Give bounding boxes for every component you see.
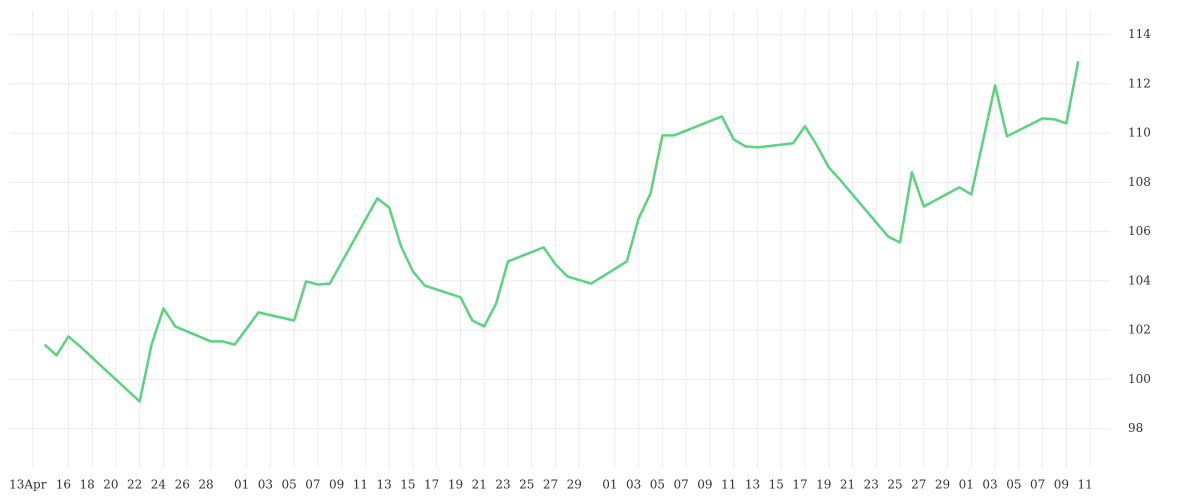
- x-tick-label: 03: [626, 478, 641, 492]
- x-tick-label: 27: [543, 478, 558, 492]
- x-tick-label: 11: [353, 478, 368, 492]
- y-tick-label: 112: [1128, 76, 1151, 90]
- x-tick-label: 09: [697, 478, 712, 492]
- x-tick-label: 29: [935, 478, 950, 492]
- x-tick-label: 05: [650, 478, 665, 492]
- y-tick-label: 98: [1128, 421, 1143, 435]
- x-tick-label: 15: [400, 478, 415, 492]
- x-tick-label: 23: [864, 478, 879, 492]
- x-tick-label: 16: [56, 478, 71, 492]
- x-tick-label: 13: [377, 478, 392, 492]
- x-tick-label: 24: [151, 478, 167, 492]
- x-tick-label: 19: [816, 478, 831, 492]
- x-tick-label: 26: [175, 478, 190, 492]
- y-tick-label: 100: [1128, 372, 1151, 386]
- x-tick-label: 20: [103, 478, 118, 492]
- x-tick-label: 13: [745, 478, 760, 492]
- x-tick-label: 03: [982, 478, 997, 492]
- x-tick-label: 18: [80, 478, 95, 492]
- x-tick-label: 22: [127, 478, 142, 492]
- x-tick-label: 07: [1030, 478, 1045, 492]
- x-tick-label: 15: [769, 478, 784, 492]
- x-tick-label: 01: [959, 478, 974, 492]
- x-tick-label: 25: [519, 478, 534, 492]
- x-tick-label: 21: [840, 478, 855, 492]
- x-tick-label: 05: [1006, 478, 1021, 492]
- y-tick-label: 106: [1128, 224, 1151, 238]
- x-tick-label: 17: [792, 478, 807, 492]
- x-tick-label: 27: [911, 478, 926, 492]
- x-tick-label: 28: [198, 478, 213, 492]
- x-tick-label: 03: [258, 478, 273, 492]
- y-tick-label: 108: [1128, 175, 1151, 189]
- x-tick-label: 05: [281, 478, 296, 492]
- x-tick-label: 25: [887, 478, 902, 492]
- x-tick-label: 17: [424, 478, 439, 492]
- x-tick-label: 01: [602, 478, 617, 492]
- x-tick-label: 07: [305, 478, 320, 492]
- x-tick-label: 19: [448, 478, 463, 492]
- x-tick-label: 09: [1054, 478, 1069, 492]
- line-series: [43, 60, 1080, 403]
- x-tick-label: 01: [234, 478, 249, 492]
- y-tick-label: 104: [1128, 273, 1151, 287]
- y-tick-label: 102: [1128, 323, 1151, 337]
- x-tick-label: 23: [495, 478, 510, 492]
- x-tick-label: 09: [329, 478, 344, 492]
- y-tick-label: 114: [1128, 27, 1151, 41]
- x-tick-label: 29: [567, 478, 582, 492]
- x-tick-label: 07: [674, 478, 689, 492]
- x-tick-label: 11: [721, 478, 736, 492]
- x-tick-label: 21: [472, 478, 487, 492]
- x-tick-label: 13Apr: [9, 478, 47, 492]
- x-tick-label: 11: [1077, 478, 1092, 492]
- y-tick-label: 110: [1128, 126, 1151, 140]
